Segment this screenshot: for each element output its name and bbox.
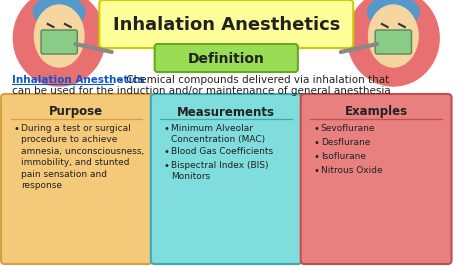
Text: Examples: Examples	[345, 106, 408, 118]
FancyBboxPatch shape	[155, 44, 298, 72]
Ellipse shape	[368, 5, 418, 67]
Ellipse shape	[33, 0, 85, 28]
Circle shape	[13, 0, 105, 86]
Circle shape	[347, 0, 439, 86]
Text: Measurements: Measurements	[177, 106, 275, 118]
FancyBboxPatch shape	[375, 30, 411, 54]
Text: •: •	[163, 161, 169, 171]
Text: Minimum Alveolar
Concentration (MAC): Minimum Alveolar Concentration (MAC)	[171, 124, 265, 144]
FancyBboxPatch shape	[151, 94, 301, 264]
Text: Purpose: Purpose	[49, 106, 103, 118]
FancyBboxPatch shape	[1, 94, 152, 264]
Text: Inhalation Anesthetics: Inhalation Anesthetics	[113, 16, 340, 34]
Ellipse shape	[367, 0, 419, 28]
Text: During a test or surgical
procedure to achieve
amnesia, unconsciousness,
immobil: During a test or surgical procedure to a…	[21, 124, 144, 190]
Text: •: •	[163, 124, 169, 134]
Text: •: •	[313, 138, 319, 148]
Text: can be used for the induction and/or maintenance of general anesthesia: can be used for the induction and/or mai…	[12, 86, 391, 96]
FancyBboxPatch shape	[301, 94, 452, 264]
Text: Nitrous Oxide: Nitrous Oxide	[321, 166, 383, 175]
Text: Desflurane: Desflurane	[321, 138, 370, 147]
Text: Bispectral Index (BIS)
Monitors: Bispectral Index (BIS) Monitors	[171, 161, 268, 181]
Text: •: •	[313, 166, 319, 176]
Ellipse shape	[35, 5, 84, 67]
Text: - Chemical compounds delivered via inhalation that: - Chemical compounds delivered via inhal…	[116, 75, 389, 85]
FancyBboxPatch shape	[41, 30, 77, 54]
Text: Definition: Definition	[188, 52, 264, 66]
Text: •: •	[313, 152, 319, 162]
Text: •: •	[163, 147, 169, 157]
Text: •: •	[13, 124, 19, 134]
Text: •: •	[313, 124, 319, 134]
Text: Sevoflurane: Sevoflurane	[321, 124, 375, 133]
Text: Blood Gas Coefficients: Blood Gas Coefficients	[171, 147, 273, 156]
Text: Isoflurane: Isoflurane	[321, 152, 366, 161]
FancyBboxPatch shape	[99, 0, 353, 48]
Text: Inhalation Anesthetics: Inhalation Anesthetics	[12, 75, 145, 85]
